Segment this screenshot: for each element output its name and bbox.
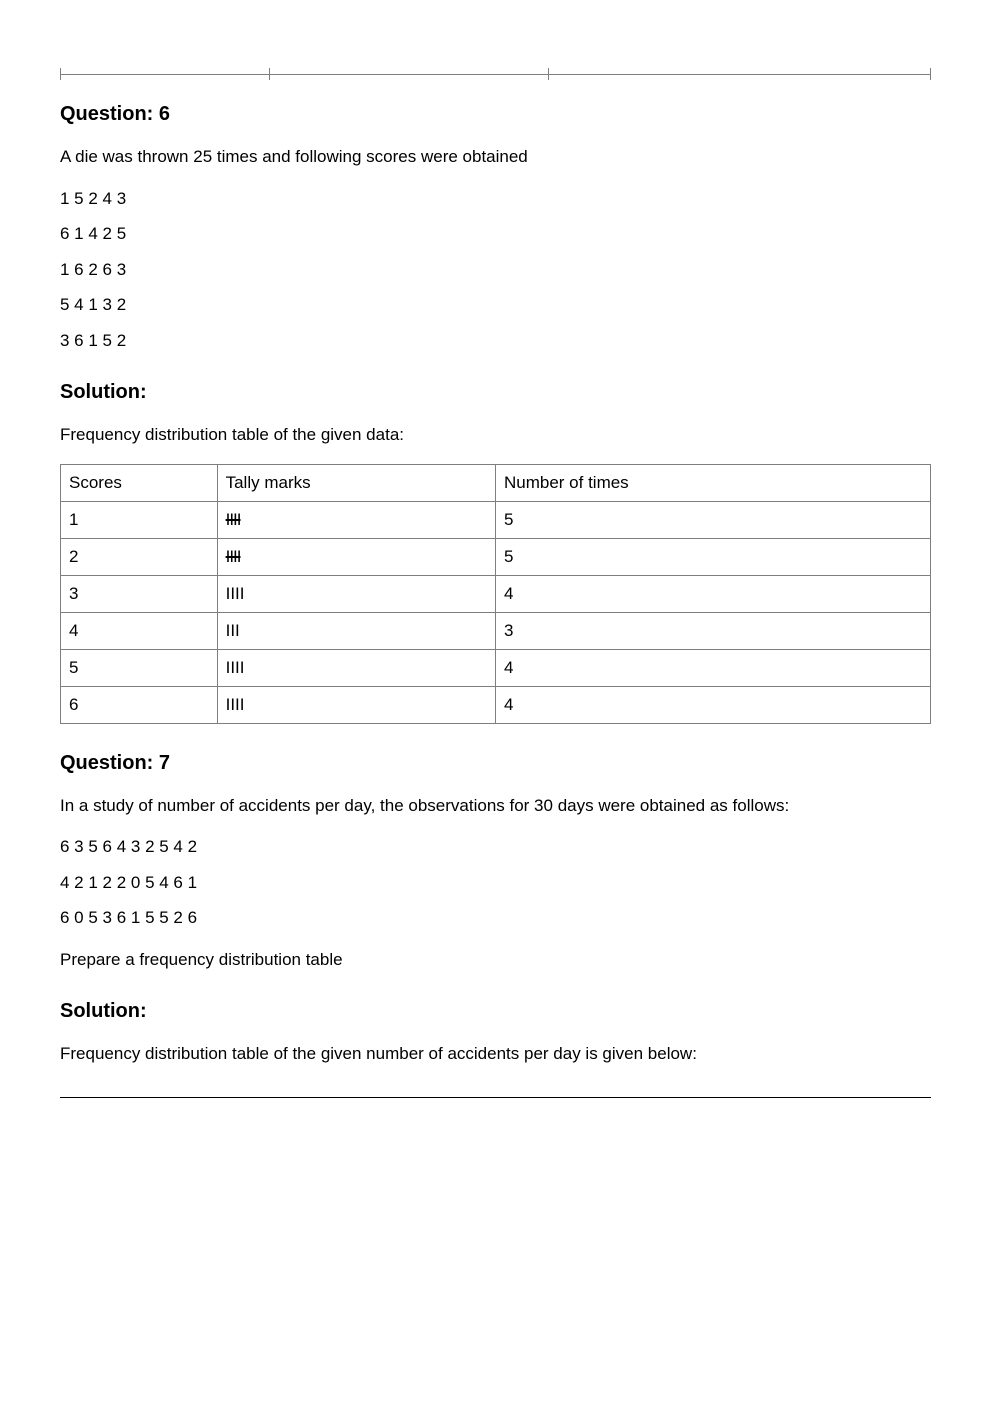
q7-solution-intro: Frequency distribution table of the give… bbox=[60, 1041, 931, 1067]
cell-tally: IIII bbox=[217, 575, 495, 612]
cell-tally: IIII bbox=[217, 538, 495, 575]
q6-intro: A die was thrown 25 times and following … bbox=[60, 144, 931, 170]
top-separator bbox=[60, 55, 931, 75]
th-count: Number of times bbox=[495, 464, 930, 501]
table-row: 6IIII4 bbox=[61, 686, 931, 723]
q6-solution-intro: Frequency distribution table of the give… bbox=[60, 422, 931, 448]
cell-score: 5 bbox=[61, 649, 218, 686]
cell-count: 4 bbox=[495, 686, 930, 723]
question-6-heading: Question: 6 bbox=[60, 103, 931, 126]
q7-data-2: 4 2 1 2 2 0 5 4 6 1 bbox=[60, 870, 931, 896]
table-row: 3IIII4 bbox=[61, 575, 931, 612]
cell-tally: IIII bbox=[217, 686, 495, 723]
cell-score: 2 bbox=[61, 538, 218, 575]
cell-tally: III bbox=[217, 612, 495, 649]
cell-count: 5 bbox=[495, 501, 930, 538]
th-tally: Tally marks bbox=[217, 464, 495, 501]
question-7-heading: Question: 7 bbox=[60, 752, 931, 775]
table-row: 5IIII4 bbox=[61, 649, 931, 686]
q7-solution-heading: Solution: bbox=[60, 1000, 931, 1023]
table-header-row: Scores Tally marks Number of times bbox=[61, 464, 931, 501]
q6-data-3: 1 6 2 6 3 bbox=[60, 257, 931, 283]
cell-tally: IIII bbox=[217, 649, 495, 686]
cell-count: 3 bbox=[495, 612, 930, 649]
q7-data-1: 6 3 5 6 4 3 2 5 4 2 bbox=[60, 834, 931, 860]
cell-tally: IIII bbox=[217, 501, 495, 538]
q6-data-2: 6 1 4 2 5 bbox=[60, 221, 931, 247]
table-row: 2IIII5 bbox=[61, 538, 931, 575]
th-scores: Scores bbox=[61, 464, 218, 501]
cell-score: 6 bbox=[61, 686, 218, 723]
cell-count: 5 bbox=[495, 538, 930, 575]
q6-frequency-table: Scores Tally marks Number of times 1IIII… bbox=[60, 464, 931, 724]
cell-count: 4 bbox=[495, 575, 930, 612]
q7-instruction: Prepare a frequency distribution table bbox=[60, 947, 931, 973]
cell-score: 1 bbox=[61, 501, 218, 538]
cell-score: 3 bbox=[61, 575, 218, 612]
cell-score: 4 bbox=[61, 612, 218, 649]
q6-data-5: 3 6 1 5 2 bbox=[60, 328, 931, 354]
q7-data-3: 6 0 5 3 6 1 5 5 2 6 bbox=[60, 905, 931, 931]
q6-data-4: 5 4 1 3 2 bbox=[60, 292, 931, 318]
table-row: 1IIII5 bbox=[61, 501, 931, 538]
table-row: 4III3 bbox=[61, 612, 931, 649]
q6-data-1: 1 5 2 4 3 bbox=[60, 186, 931, 212]
cell-count: 4 bbox=[495, 649, 930, 686]
footer-separator bbox=[60, 1097, 931, 1098]
q7-intro: In a study of number of accidents per da… bbox=[60, 793, 931, 819]
q6-solution-heading: Solution: bbox=[60, 381, 931, 404]
